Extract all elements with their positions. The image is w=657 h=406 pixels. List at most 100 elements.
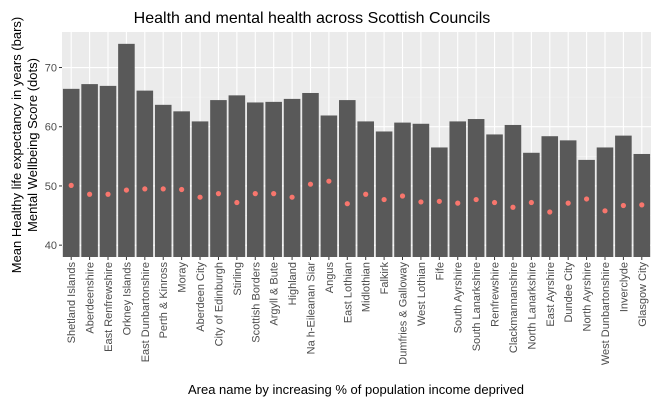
bar (136, 90, 154, 257)
wellbeing-dot (289, 194, 295, 200)
wellbeing-dot (344, 201, 350, 207)
bar (375, 131, 393, 257)
wellbeing-dot (234, 199, 240, 206)
wellbeing-dot (87, 191, 93, 197)
y-tick-label: 60 (45, 122, 57, 134)
wellbeing-dot (179, 186, 185, 193)
bar (154, 104, 172, 257)
wellbeing-dot (252, 191, 258, 197)
x-tick-label: City of Edinburgh (213, 262, 225, 346)
x-tick-label: Glasgow City (637, 262, 649, 327)
bar (283, 98, 301, 257)
y-axis-title-line-1: Mean Healthy life expectancy in years (b… (9, 17, 24, 274)
bar (246, 102, 264, 257)
wellbeing-dot (142, 186, 148, 192)
wellbeing-dot (436, 198, 442, 204)
bar (449, 121, 467, 257)
bar (99, 85, 117, 257)
y-axis: 40 50 60 70 (45, 63, 62, 252)
x-tick-label: East Dunbartonshire (140, 262, 152, 362)
bar (578, 159, 595, 257)
bar (118, 43, 135, 258)
wellbeing-dot (510, 204, 516, 210)
x-tick-label: Fife (434, 262, 446, 280)
wellbeing-dot (381, 196, 387, 203)
wellbeing-dot (197, 194, 203, 200)
bar (412, 123, 430, 258)
bar (559, 140, 577, 257)
x-tick-label: South Ayrshire (453, 262, 465, 333)
x-tick-label: Dundee City (563, 262, 575, 323)
bar (210, 100, 227, 257)
wellbeing-dot (418, 199, 424, 205)
wellbeing-dot (473, 196, 479, 203)
x-tick-label: Stirling (232, 262, 244, 296)
wellbeing-dot (68, 182, 74, 188)
x-tick-label: East Renfrewshire (103, 262, 115, 352)
x-tick-label: Inverclyde (618, 262, 630, 312)
x-tick-label: Argyll & Bute (269, 262, 281, 326)
wellbeing-dot (363, 191, 369, 197)
x-tick-label: West Lothian (416, 262, 428, 326)
x-tick-label: Orkney Islands (121, 262, 133, 336)
x-tick-label: Na h-Eileanan Siar (305, 262, 317, 355)
x-tick-label: Aberdeenshire (85, 262, 97, 334)
wellbeing-dot (528, 199, 534, 206)
x-tick-label: Moray (177, 262, 189, 293)
wellbeing-dot (565, 200, 571, 206)
bar (486, 134, 503, 257)
bar (504, 124, 522, 257)
wellbeing-dot (455, 200, 461, 206)
x-tick-label: Falkirk (379, 262, 391, 295)
x-tick-label: Scottish Borders (250, 262, 262, 343)
wellbeing-dot (307, 181, 314, 187)
x-tick-label: East Ayrshire (545, 262, 557, 327)
bar (81, 84, 98, 258)
bar (357, 121, 374, 257)
y-tick-label: 40 (45, 240, 57, 252)
wellbeing-dot (491, 199, 498, 206)
x-tick-label: Shetland Islands (66, 262, 78, 344)
bar (615, 135, 632, 257)
bar (596, 147, 614, 257)
bar (541, 136, 559, 257)
x-axis-title: Area name by increasing % of population … (188, 382, 524, 397)
wellbeing-dot (326, 178, 332, 184)
bar (191, 121, 209, 257)
bar (339, 100, 356, 257)
x-tick-label: Midlothian (361, 262, 373, 312)
x-tick-label: Highland (287, 262, 299, 305)
bar (302, 92, 319, 257)
dots (68, 178, 645, 215)
wellbeing-dot (639, 202, 645, 208)
bar (228, 95, 246, 258)
wellbeing-dot (271, 191, 277, 197)
bar (62, 88, 80, 257)
bar (173, 111, 190, 257)
x-tick-label: Perth & Kinross (158, 262, 170, 339)
bar (467, 119, 485, 257)
wellbeing-dot (399, 193, 406, 199)
bar (394, 122, 411, 257)
x-tick-label: West Dunbartonshire (600, 262, 612, 365)
y-axis-title-line-2: Mental Wellbeing Score (dots) (25, 58, 40, 232)
x-tick-label: Dumfries & Galloway (398, 262, 410, 365)
x-tick-label: Angus (324, 262, 336, 294)
x-tick-label: Aberdeen City (195, 262, 207, 332)
wellbeing-dot (602, 208, 608, 214)
x-tick-label: Clackmannanshire (508, 262, 520, 353)
wellbeing-dot (215, 191, 222, 197)
bar (265, 101, 282, 257)
wellbeing-dot (620, 202, 626, 209)
chart-title: Health and mental health across Scottish… (134, 10, 491, 27)
x-tick-label: South Lanarkshire (471, 262, 483, 351)
bar (320, 115, 338, 257)
y-tick-label: 50 (45, 181, 57, 193)
x-axis: Shetland Islands Aberdeenshire East Renfre… (66, 257, 649, 365)
wellbeing-dot (583, 196, 590, 202)
wellbeing-dot (123, 187, 130, 193)
x-tick-label: East Lothian (342, 262, 354, 323)
wellbeing-dot (547, 209, 553, 215)
y-tick-label: 70 (45, 63, 57, 75)
